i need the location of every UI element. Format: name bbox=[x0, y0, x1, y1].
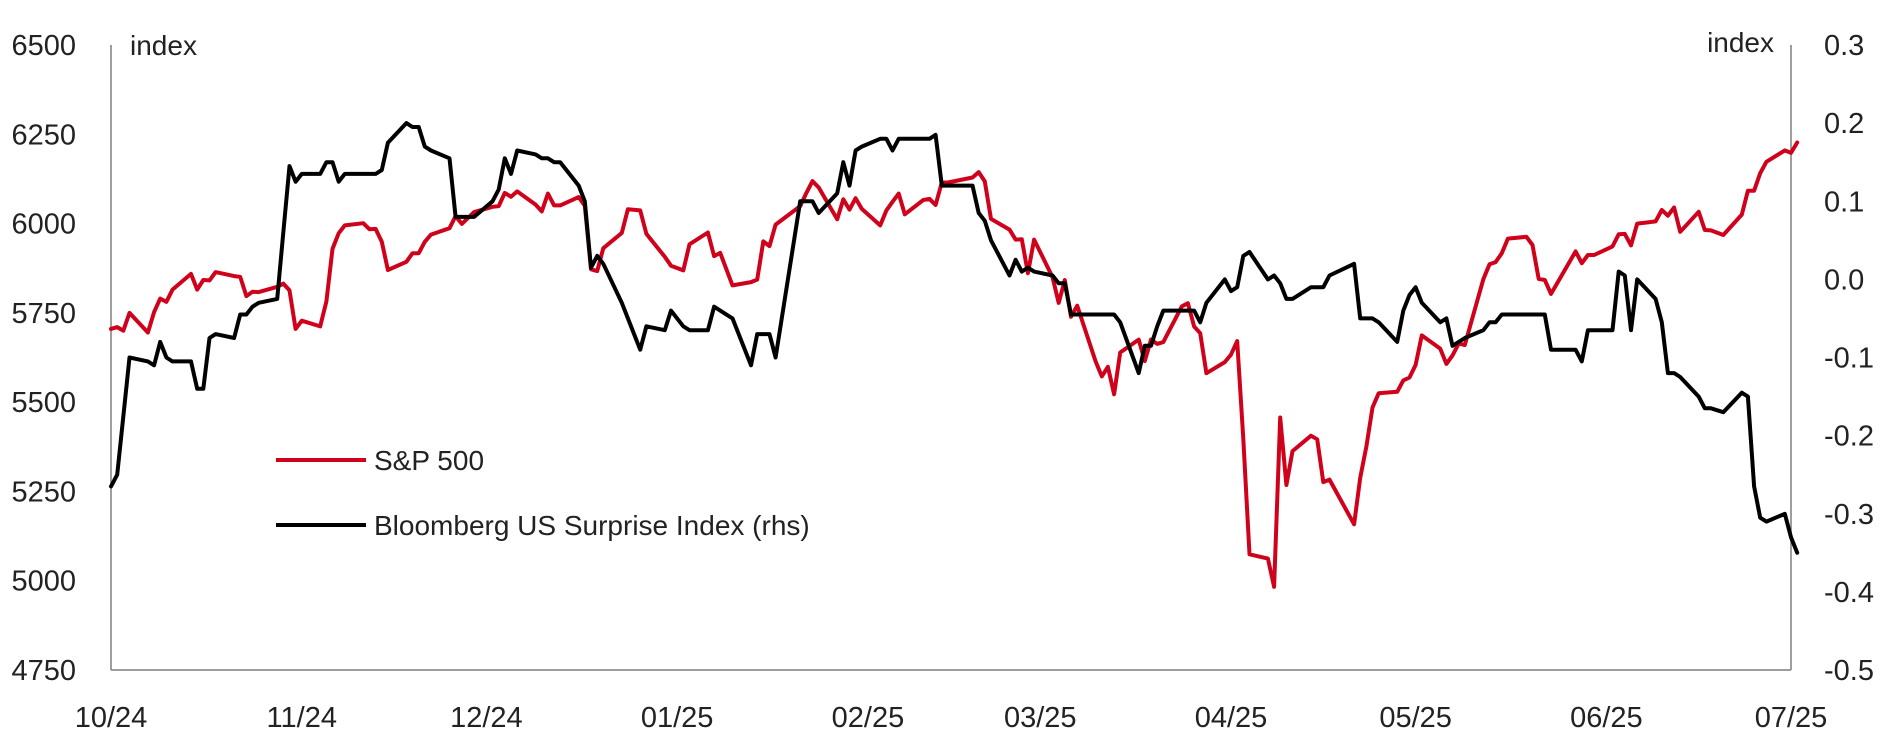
y-right-tick-label: 0.0 bbox=[1824, 264, 1864, 296]
x-tick-label: 10/24 bbox=[75, 702, 148, 734]
y-left-tick-label: 5250 bbox=[11, 476, 76, 508]
plot-axes bbox=[110, 45, 1792, 671]
x-tick-label: 01/25 bbox=[641, 702, 714, 734]
right-axis-unit: index bbox=[1707, 27, 1774, 58]
y-right-tick-label: 0.1 bbox=[1824, 186, 1864, 218]
series-line-surprise-index bbox=[109, 121, 1800, 555]
x-tick-label: 02/25 bbox=[832, 702, 905, 734]
legend-label-sp500: S&P 500 bbox=[374, 445, 484, 476]
series-line-sp500 bbox=[109, 140, 1800, 589]
y-left-tick-label: 5500 bbox=[11, 387, 76, 419]
y-left-tick-label: 6000 bbox=[11, 209, 76, 241]
y-right-tick-label: -0.1 bbox=[1824, 343, 1874, 375]
y-left-tick-label: 5000 bbox=[11, 566, 76, 598]
x-tick-label: 11/24 bbox=[267, 702, 337, 734]
y-right-tick-label: -0.3 bbox=[1824, 499, 1874, 531]
x-axis-ticks: 10/24 11/24 12/24 01/25 02/25 03/25 04/25 05/25… bbox=[75, 702, 1828, 734]
legend: S&P 500 Bloomberg US Surprise Index (rhs… bbox=[276, 445, 810, 541]
y-right-tick-label: 0.3 bbox=[1824, 30, 1864, 62]
y-right-tick-label: 0.2 bbox=[1824, 108, 1864, 140]
x-tick-label: 04/25 bbox=[1195, 702, 1268, 734]
left-y-axis-ticks: 6500 6250 6000 5750 5500 5250 5000 4750 bbox=[11, 30, 76, 687]
x-tick-label: 06/25 bbox=[1570, 702, 1643, 734]
left-axis-unit: index bbox=[130, 30, 197, 61]
x-tick-label: 07/25 bbox=[1755, 702, 1828, 734]
y-left-tick-label: 4750 bbox=[11, 655, 76, 687]
y-right-tick-label: -0.2 bbox=[1824, 421, 1874, 453]
y-right-tick-label: -0.5 bbox=[1824, 655, 1874, 687]
x-tick-label: 12/24 bbox=[450, 702, 523, 734]
right-y-axis-ticks: 0.3 0.2 0.1 0.0 -0.1 -0.2 -0.3 -0.4 -0.5 bbox=[1824, 30, 1874, 687]
y-left-tick-label: 5750 bbox=[11, 298, 76, 330]
x-tick-label: 03/25 bbox=[1004, 702, 1077, 734]
y-left-tick-label: 6250 bbox=[11, 119, 76, 151]
series-layer bbox=[109, 121, 1800, 589]
y-left-tick-label: 6500 bbox=[11, 30, 76, 62]
x-tick-label: 05/25 bbox=[1379, 702, 1452, 734]
y-right-tick-label: -0.4 bbox=[1824, 577, 1874, 609]
legend-label-surprise-index: Bloomberg US Surprise Index (rhs) bbox=[374, 510, 810, 541]
